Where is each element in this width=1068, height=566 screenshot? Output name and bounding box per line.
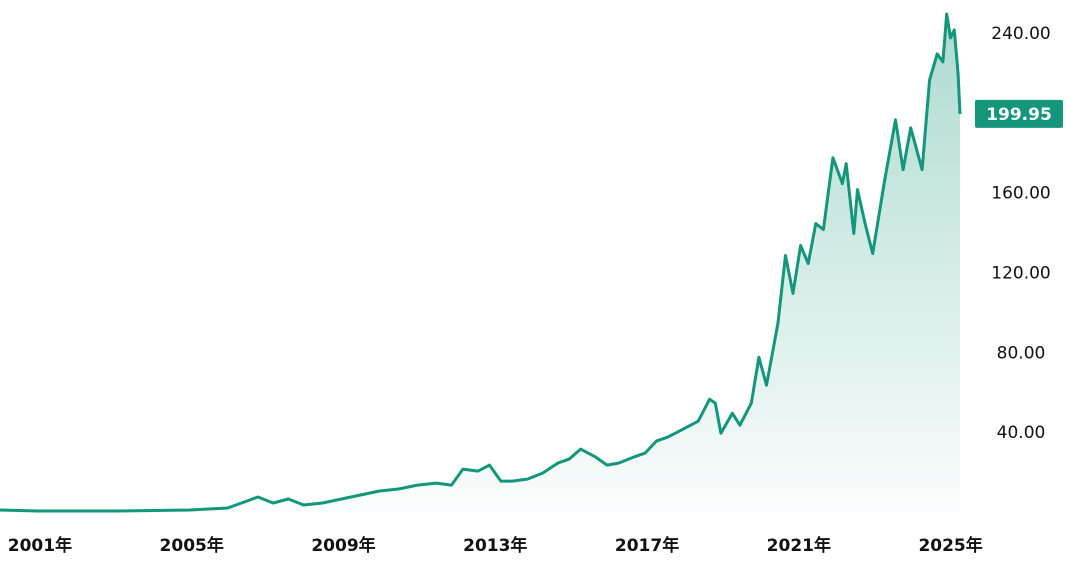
x-tick-label: 2001年 bbox=[8, 535, 72, 556]
x-tick-label: 2025年 bbox=[918, 535, 982, 556]
x-tick-label: 2021年 bbox=[767, 535, 831, 556]
x-tick-label: 2013年 bbox=[463, 535, 527, 556]
x-tick-label: 2017年 bbox=[615, 535, 679, 556]
y-tick-label: 120.00 bbox=[991, 263, 1050, 283]
price-line bbox=[0, 12, 962, 513]
last-price-box bbox=[975, 99, 1063, 128]
y-tick-label: 240.00 bbox=[991, 24, 1050, 44]
x-tick-label: 2009年 bbox=[311, 535, 375, 556]
last-price-label: 199.95 bbox=[986, 105, 1052, 125]
area-fill bbox=[0, 14, 960, 513]
x-tick-label: 2005年 bbox=[160, 535, 224, 556]
y-tick-label: 40.00 bbox=[997, 423, 1046, 443]
y-tick-label: 80.00 bbox=[997, 343, 1046, 363]
y-tick-label: 160.00 bbox=[991, 184, 1050, 204]
